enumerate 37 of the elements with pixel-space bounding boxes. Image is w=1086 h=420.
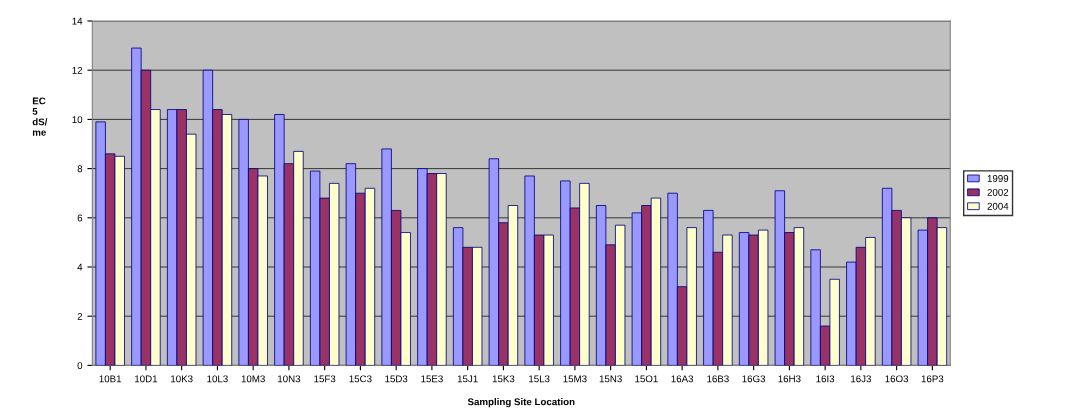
x-tick-label: 10K3 — [171, 375, 193, 383]
x-tick-label: 16H3 — [778, 375, 801, 383]
x-tick-label: 10M3 — [241, 375, 265, 383]
x-tick-label: 15D3 — [385, 375, 408, 383]
y-tick-label: 4 — [77, 263, 83, 271]
x-axis-title: Sampling Site Location — [467, 398, 575, 408]
x-tick-label: 16J3 — [851, 375, 871, 383]
x-tick-label: 16G3 — [742, 375, 766, 383]
y-tick-label: 10 — [72, 116, 83, 124]
legend-label: 2004 — [987, 202, 1009, 210]
x-tick-label: 15J1 — [457, 375, 478, 383]
x-tick-label: 10D1 — [135, 375, 158, 383]
x-tick-label: 16P3 — [921, 375, 944, 383]
x-tick-label: 16B3 — [707, 375, 729, 383]
x-tick-label: 15F3 — [314, 375, 336, 383]
x-tick-label: 15C3 — [349, 375, 372, 383]
x-tick-label: 15K3 — [492, 375, 515, 383]
y-tick-label: 8 — [77, 165, 83, 173]
x-tick-label: 15O1 — [635, 375, 658, 383]
legend-label: 2002 — [987, 188, 1009, 196]
x-tick-label: 15L3 — [529, 375, 550, 383]
legend-label: 1999 — [987, 175, 1009, 182]
y-tick-label: 12 — [72, 66, 83, 74]
y-tick-label: 2 — [77, 312, 83, 320]
x-tick-label: 16I3 — [816, 375, 835, 383]
x-tick-label: 10B1 — [99, 375, 122, 383]
y-tick-label: 14 — [72, 17, 83, 25]
x-tick-label: 15E3 — [421, 375, 443, 383]
y-axis-title: EC 5 dS/ me — [32, 97, 48, 136]
y-tick-label: 6 — [77, 214, 83, 222]
x-tick-label: 16A3 — [671, 375, 694, 383]
x-tick-label: 15M3 — [563, 375, 587, 383]
x-tick-label: 16O3 — [885, 375, 909, 383]
x-tick-label: 10N3 — [278, 375, 301, 383]
x-tick-label: 15N3 — [599, 375, 622, 383]
y-tick-label: 0 — [77, 362, 83, 370]
x-tick-label: 10L3 — [207, 375, 228, 383]
